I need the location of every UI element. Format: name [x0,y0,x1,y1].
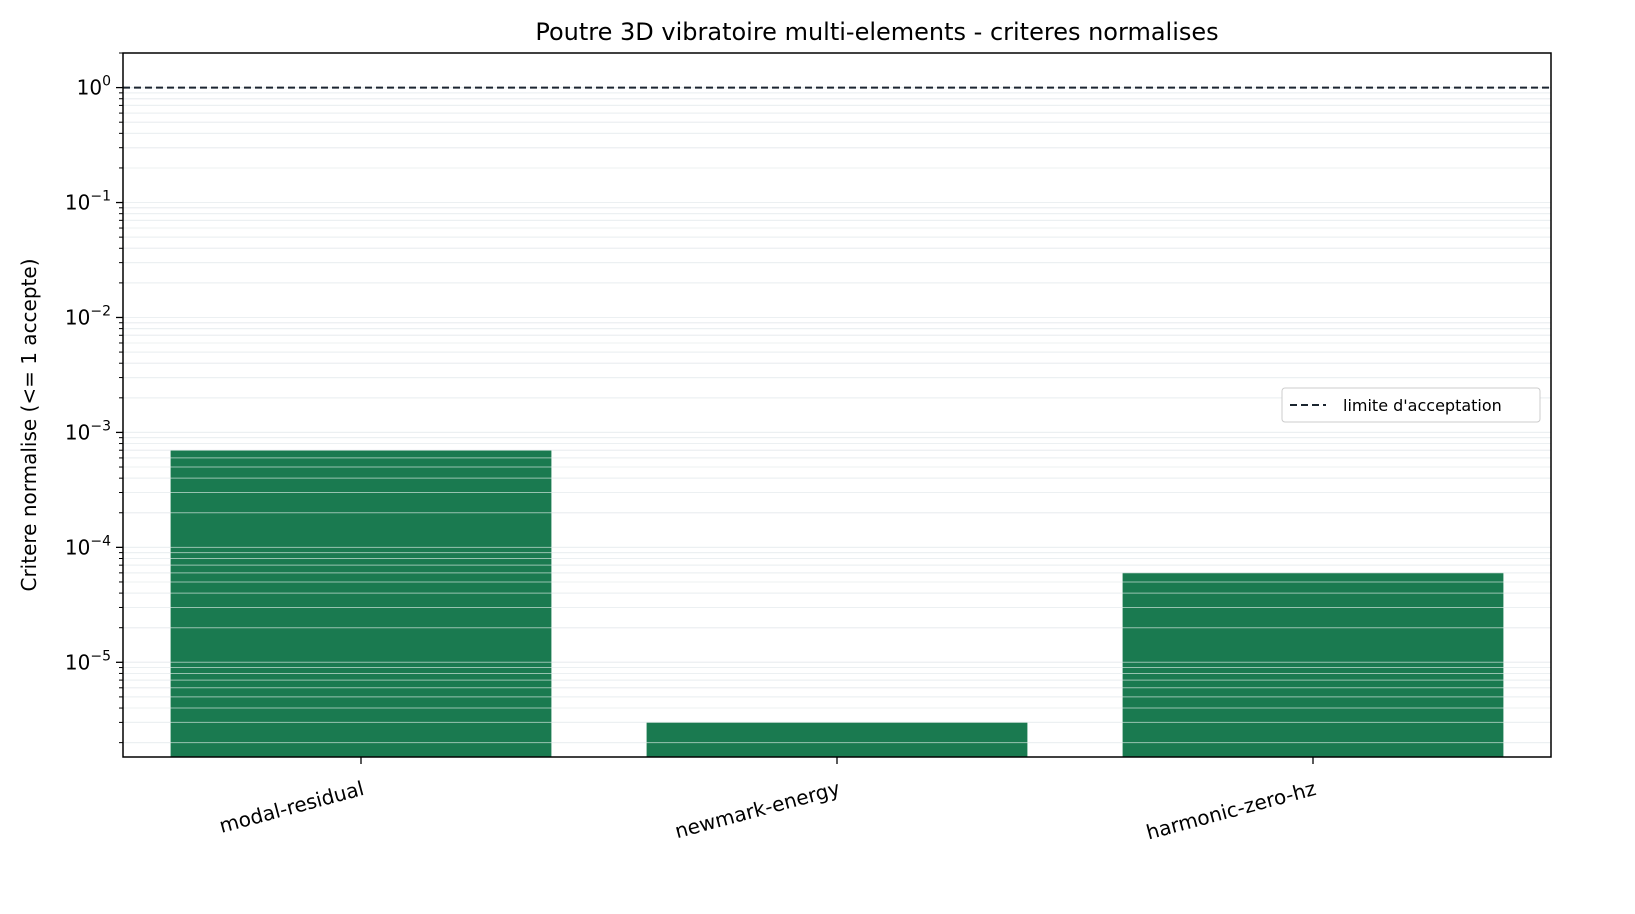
y-axis-label: Critere normalise (<= 1 accepte) [17,258,41,591]
y-tick-label: 10−1 [65,189,111,215]
chart-title: Poutre 3D vibratoire multi-elements - cr… [535,18,1218,46]
y-tick-label: 100 [77,74,111,100]
legend: limite d'acceptation [1281,387,1541,423]
y-tick-label: 10−2 [65,303,111,329]
legend-box [1281,387,1541,423]
y-tick-label: 10−3 [65,418,111,444]
bar [646,722,1028,757]
y-tick-label: 10−4 [65,533,111,559]
y-tick-label: 10−5 [65,648,111,674]
bar [1122,572,1504,757]
bar [170,450,552,757]
legend-entry-label: limite d'acceptation [1343,396,1502,415]
y-axis-ticks: 10−5 10−4 10−3 10−2 10−1 100 [65,52,123,744]
bars [170,450,1504,757]
